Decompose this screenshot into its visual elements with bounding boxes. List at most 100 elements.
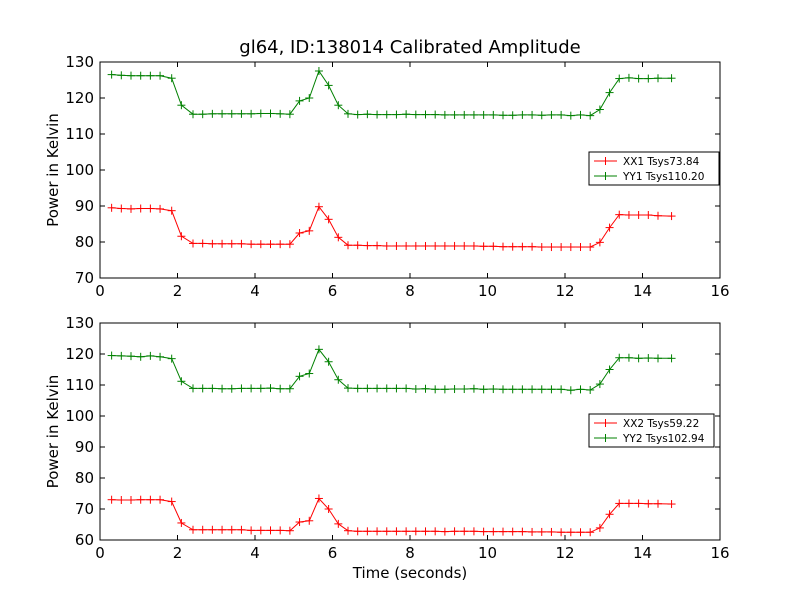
data-point (266, 109, 275, 118)
data-point (127, 352, 135, 361)
data-point (518, 527, 527, 536)
data-point (227, 109, 236, 118)
legend-box (588, 151, 720, 186)
data-point (247, 384, 256, 393)
data-point (285, 384, 294, 393)
data-point (295, 518, 304, 527)
data-point (324, 505, 333, 513)
y-tick-label: 130 (65, 314, 94, 332)
data-point (402, 527, 411, 536)
data-point (146, 495, 155, 504)
series-line (111, 497, 672, 533)
data-point (256, 109, 265, 118)
data-point (218, 109, 227, 118)
data-point (469, 110, 478, 119)
data-point (295, 96, 304, 105)
data-point (344, 241, 352, 250)
data-point (256, 384, 265, 393)
data-point (324, 357, 333, 366)
data-point (566, 386, 575, 395)
y-axis-label: Power in Kelvin (44, 113, 62, 227)
data-point (499, 242, 507, 251)
data-point (208, 239, 217, 248)
data-point (605, 510, 614, 519)
legend: XX2 Tsys59.22 YY2 Tsys102.94 (588, 413, 715, 448)
x-tick-label: 12 (555, 282, 574, 300)
x-tick-label: 0 (95, 544, 105, 562)
data-point (156, 352, 165, 361)
data-point (177, 518, 186, 527)
data-point (198, 239, 207, 248)
data-point (634, 499, 643, 508)
y-axis-label: Power in Kelvin (44, 375, 62, 489)
data-point (634, 74, 643, 83)
y-tick-label: 90 (75, 438, 94, 456)
x-tick-label: 12 (555, 544, 574, 562)
data-point (518, 110, 527, 119)
data-point (392, 384, 401, 393)
x-tick-label: 10 (478, 544, 497, 562)
data-point (402, 110, 411, 119)
data-point (334, 519, 343, 528)
data-point (586, 385, 595, 394)
x-tick-label: 16 (710, 282, 729, 300)
data-point (237, 109, 246, 118)
data-point (489, 110, 498, 119)
top-panel: 0 2 4 6 8 10 12 14 16 70 80 90 100 110 120 130 Power in … (44, 53, 730, 300)
data-point (528, 527, 537, 536)
data-point (237, 239, 246, 248)
x-tick-label: 10 (478, 282, 497, 300)
data-point (624, 211, 633, 219)
data-point (624, 73, 633, 82)
data-point (654, 211, 662, 220)
data-point (305, 516, 314, 525)
data-point (528, 242, 537, 251)
data-point (411, 527, 420, 536)
data-point (177, 377, 186, 386)
y-tick-label: 110 (65, 125, 94, 143)
data-point (218, 239, 227, 248)
data-point (667, 354, 676, 363)
data-point (586, 111, 595, 120)
data-point (237, 525, 246, 534)
legend-label: XX1 Tsys73.84 (623, 156, 700, 168)
y-tick-label: 110 (65, 376, 94, 394)
data-point (557, 243, 566, 252)
data-point (285, 526, 294, 535)
data-point (107, 495, 116, 504)
data-point (557, 385, 566, 394)
data-point (557, 110, 566, 119)
data-point (295, 372, 304, 381)
x-axis-label: Time (seconds) (352, 564, 468, 582)
data-point (566, 528, 575, 537)
chart-title: gl64, ID:138014 Calibrated Amplitude (239, 37, 580, 58)
data-point (411, 110, 420, 119)
data-point (247, 240, 256, 249)
data-point (624, 499, 633, 508)
data-point (499, 385, 507, 394)
data-point (508, 527, 517, 536)
data-point (537, 243, 546, 252)
data-point (489, 527, 498, 536)
data-point (136, 71, 145, 80)
data-point (586, 243, 595, 252)
data-point (256, 240, 265, 249)
data-point (305, 226, 314, 235)
data-point (146, 71, 155, 80)
data-point (285, 240, 294, 249)
y-tick-label: 70 (75, 500, 94, 518)
data-point (460, 527, 469, 536)
data-point (295, 229, 304, 237)
data-point (146, 351, 155, 360)
x-tick-label: 4 (250, 282, 260, 300)
data-point (208, 109, 217, 118)
data-point (167, 497, 176, 506)
data-point (127, 204, 135, 213)
y-tick-label: 120 (65, 345, 94, 363)
data-point (177, 232, 186, 241)
data-point (479, 527, 488, 536)
data-point (440, 385, 449, 394)
data-point (566, 243, 575, 252)
data-point (208, 525, 217, 534)
